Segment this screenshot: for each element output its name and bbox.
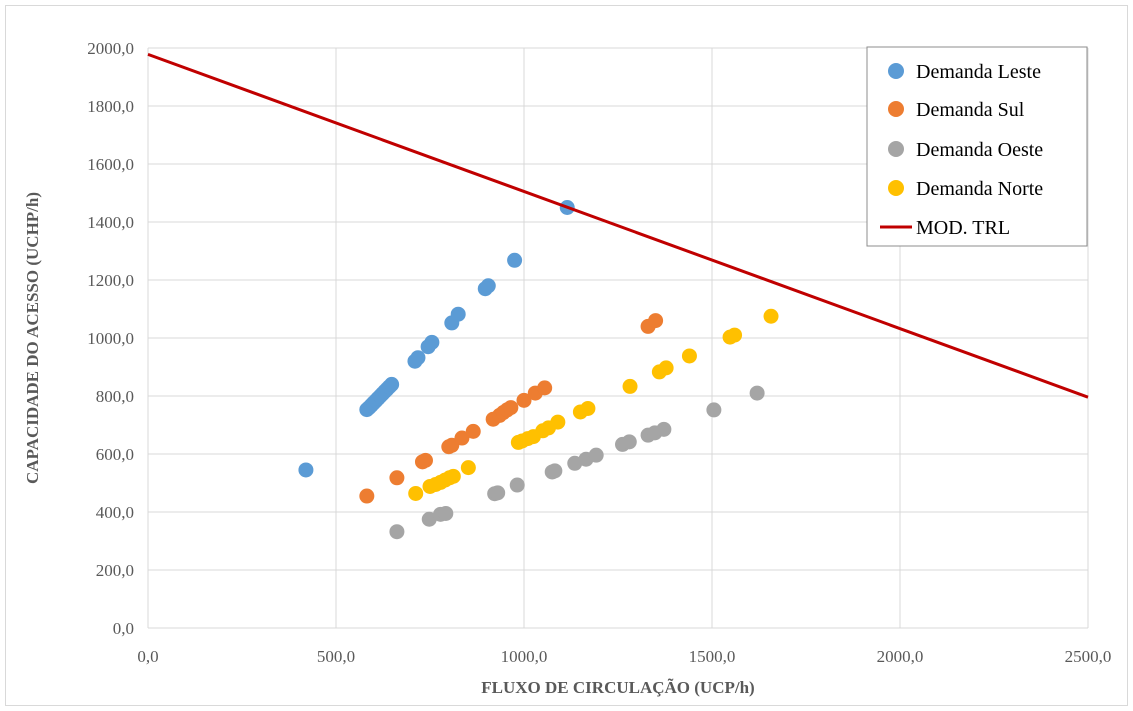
data-point-demanda-leste (410, 350, 426, 366)
y-tick-label: 1600,0 (87, 155, 134, 174)
data-point-demanda-sul (516, 392, 532, 408)
chart-frame (5, 5, 1128, 706)
data-point-demanda-sul (465, 423, 481, 439)
data-point-demanda-leste (450, 306, 466, 322)
data-point-demanda-norte (445, 468, 461, 484)
data-point-demanda-norte (622, 378, 638, 394)
y-axis-title: CAPACIDADE DO ACESSO (UCHP/h) (23, 192, 42, 484)
data-point-demanda-norte (681, 348, 697, 364)
legend: Demanda Leste Demanda Sul Demanda Oeste … (866, 46, 1088, 247)
data-point-demanda-sul (648, 313, 664, 329)
data-point-demanda-norte (580, 400, 596, 416)
x-tick-label: 500,0 (317, 647, 355, 666)
y-tick-label: 400,0 (96, 503, 134, 522)
x-tick-label: 1000,0 (501, 647, 548, 666)
data-point-demanda-oeste (547, 463, 563, 479)
data-point-demanda-norte (763, 308, 779, 324)
data-point-demanda-sul (503, 400, 519, 416)
data-point-demanda-sul (417, 452, 433, 468)
data-point-demanda-sul (359, 488, 375, 504)
data-point-demanda-oeste (567, 455, 583, 471)
x-axis-title: FLUXO DE CIRCULAÇÃO (UCP/h) (481, 678, 754, 697)
x-tick-label: 2000,0 (877, 647, 924, 666)
data-point-demanda-sul (537, 380, 553, 396)
x-tick-label: 0,0 (137, 647, 158, 666)
data-point-demanda-sul (454, 430, 470, 446)
x-tick-label: 1500,0 (689, 647, 736, 666)
y-tick-label: 1200,0 (87, 271, 134, 290)
legend-marker-demanda-sul (888, 101, 904, 117)
grid-lines (147, 47, 1089, 629)
legend-marker-demanda-leste (888, 63, 904, 79)
y-axis-ticks: 0,0 200,0 400,0 600,0 800,0 1000,0 1200,0 1400,… (87, 39, 134, 638)
y-tick-label: 2000,0 (87, 39, 134, 58)
data-point-demanda-norte (727, 327, 743, 343)
y-tick-label: 800,0 (96, 387, 134, 406)
x-tick-label: 2500,0 (1065, 647, 1112, 666)
data-point-demanda-oeste (621, 434, 637, 450)
legend-box (866, 46, 1088, 247)
trend-line-mod-trl (147, 52, 1089, 399)
legend-label-demanda-norte: Demanda Norte (916, 178, 1043, 200)
legend-label-demanda-leste: Demanda Leste (916, 61, 1041, 83)
data-point-demanda-norte (460, 460, 476, 476)
data-point-demanda-leste (424, 334, 440, 350)
data-point-demanda-norte (658, 360, 674, 376)
data-point-demanda-leste (507, 252, 523, 268)
series-demanda-oeste (389, 385, 765, 540)
data-point-demanda-leste (384, 376, 400, 392)
series-demanda-norte (408, 308, 779, 501)
data-point-demanda-leste (480, 278, 496, 294)
legend-item-demanda-leste: Demanda Leste (888, 61, 1041, 83)
data-point-demanda-oeste (438, 505, 454, 521)
data-point-demanda-oeste (509, 477, 525, 493)
legend-item-demanda-sul: Demanda Sul (888, 99, 1025, 121)
data-point-demanda-norte (408, 485, 424, 501)
data-point-demanda-oeste (749, 385, 765, 401)
y-tick-label: 1400,0 (87, 213, 134, 232)
legend-label-demanda-sul: Demanda Sul (916, 99, 1025, 121)
x-axis-ticks: 0,0 500,0 1000,0 1500,0 2000,0 2500,0 (137, 647, 1111, 666)
y-tick-label: 1800,0 (87, 97, 134, 116)
series-mod-trl (147, 52, 1089, 399)
data-point-demanda-norte (550, 414, 566, 430)
y-tick-label: 1000,0 (87, 329, 134, 348)
series-demanda-sul (359, 313, 664, 504)
data-point-demanda-leste (298, 462, 314, 478)
data-point-demanda-oeste (490, 485, 506, 501)
legend-label-mod-trl: MOD. TRL (916, 217, 1010, 239)
legend-item-mod-trl: MOD. TRL (880, 217, 1010, 239)
data-point-demanda-oeste (421, 511, 437, 527)
y-tick-label: 0,0 (113, 619, 134, 638)
legend-label-demanda-oeste: Demanda Oeste (916, 139, 1043, 161)
data-point-demanda-sul (389, 470, 405, 486)
data-point-demanda-oeste (706, 402, 722, 418)
legend-item-demanda-oeste: Demanda Oeste (888, 139, 1043, 161)
series-demanda-leste (298, 200, 575, 478)
series-layer (147, 52, 1089, 540)
data-point-demanda-oeste (389, 524, 405, 540)
y-tick-label: 200,0 (96, 561, 134, 580)
y-tick-label: 600,0 (96, 445, 134, 464)
legend-item-demanda-norte: Demanda Norte (888, 178, 1043, 200)
data-point-demanda-oeste (588, 447, 604, 463)
data-point-demanda-oeste (656, 421, 672, 437)
legend-marker-demanda-norte (888, 180, 904, 196)
legend-marker-demanda-oeste (888, 141, 904, 157)
